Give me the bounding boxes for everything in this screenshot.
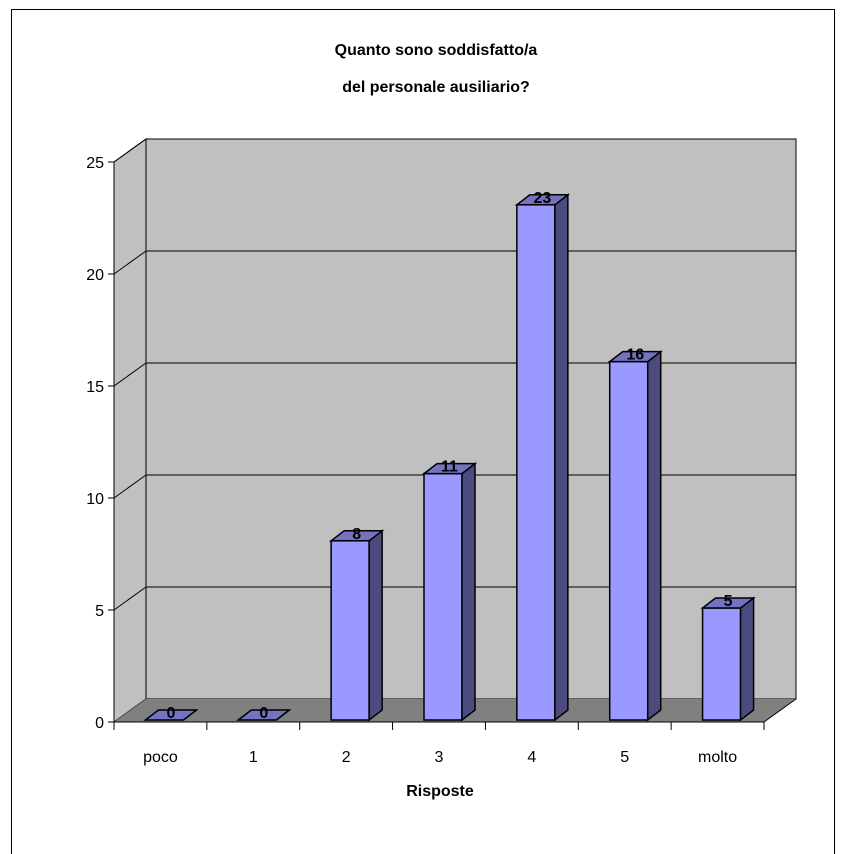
bar-front — [423, 472, 463, 721]
bar-top — [607, 350, 663, 363]
data-label: 5 — [724, 593, 733, 610]
y-tick-label: 20 — [86, 267, 104, 284]
gridline-side — [113, 474, 147, 499]
x-tick-label: 5 — [620, 749, 629, 766]
bar-side — [739, 596, 755, 722]
y-tick-labels: 0 5 10 15 20 25 — [86, 155, 104, 732]
bar-front — [701, 607, 742, 721]
x-tick-label: 1 — [249, 749, 258, 766]
x-tick-labels: poco 1 2 3 4 5 molto — [143, 749, 737, 766]
bar-front — [330, 540, 370, 721]
y-tick-label: 5 — [95, 603, 104, 620]
y-tick-label: 25 — [86, 155, 104, 172]
floor-edge — [763, 698, 797, 723]
data-label: 16 — [626, 347, 644, 364]
gridline-side — [113, 362, 147, 387]
bar — [143, 709, 199, 721]
x-tick-label: 4 — [527, 749, 536, 766]
bar-top — [700, 597, 756, 609]
bar-side — [646, 350, 662, 722]
x-axis-title: Risposte — [406, 783, 474, 800]
bar-top — [514, 194, 571, 206]
chart-title-line-1: Quanto sono soddisfatto/a — [335, 42, 538, 59]
y-tick-label: 10 — [86, 491, 104, 508]
bar-front — [516, 204, 556, 721]
x-tick-label: 2 — [342, 749, 351, 766]
bar-top — [236, 709, 292, 721]
y-tick-label: 15 — [86, 379, 104, 396]
bars — [143, 193, 756, 722]
data-label: 8 — [352, 526, 361, 543]
bar-side — [554, 193, 569, 722]
data-label: 0 — [166, 705, 175, 722]
gridline-side — [113, 250, 147, 275]
bar — [700, 596, 756, 722]
x-tick-label: 3 — [435, 749, 444, 766]
data-label: 0 — [259, 705, 268, 722]
data-labels: 0 0 8 11 23 16 5 — [166, 190, 732, 722]
bar — [236, 709, 292, 721]
side-wall — [113, 138, 147, 723]
bar-side — [461, 462, 476, 722]
x-tick-label: molto — [698, 749, 737, 766]
chart-title-line-2: del personale ausiliario? — [342, 79, 530, 96]
bar-top — [143, 709, 199, 721]
bar-side — [368, 529, 383, 722]
gridline-side — [113, 138, 147, 163]
bar — [421, 462, 478, 722]
bar-top — [328, 530, 385, 542]
bar — [514, 193, 571, 722]
axes — [108, 161, 797, 730]
y-tick-label: 0 — [95, 715, 104, 732]
bar — [607, 350, 663, 722]
data-label: 23 — [533, 190, 551, 207]
bar-top — [421, 462, 478, 475]
bar — [328, 529, 385, 722]
data-label: 11 — [441, 459, 458, 476]
x-tick-label: poco — [143, 749, 178, 766]
bar-front — [608, 360, 649, 721]
gridline-side — [113, 586, 147, 611]
